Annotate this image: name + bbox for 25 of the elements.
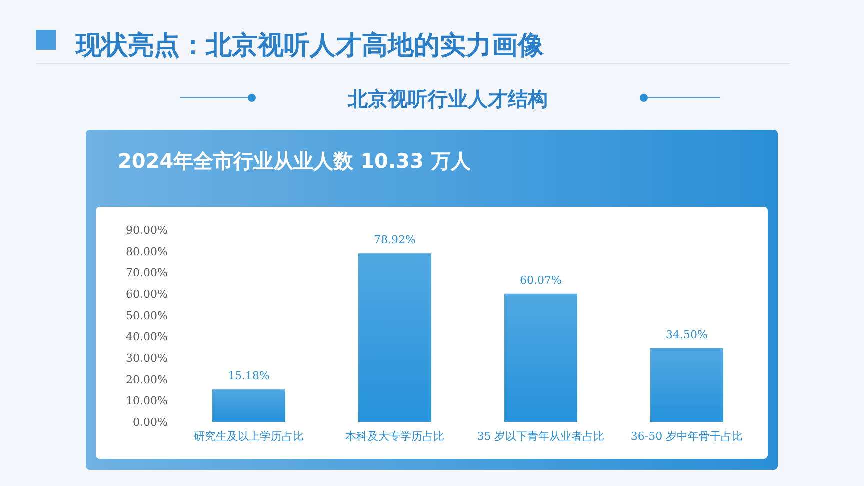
bar: [212, 390, 286, 422]
data-label: 60.07%: [520, 274, 562, 287]
y-tick-label: 90.00%: [126, 224, 168, 237]
y-tick-label: 20.00%: [126, 373, 168, 386]
y-tick-label: 80.00%: [126, 245, 168, 258]
x-tick-label: 36-50 岁中年骨干占比: [630, 430, 744, 443]
y-tick-label: 40.00%: [126, 330, 168, 344]
data-label: 15.18%: [228, 370, 270, 383]
y-tick-label: 10.00%: [126, 394, 168, 408]
chart-title: 现状亮点：北京视听人才高地的实力画像: [75, 31, 545, 61]
data-label: 34.50%: [666, 328, 708, 342]
y-tick-label: 60.00%: [126, 288, 168, 301]
y-tick-label: 50.00%: [126, 309, 168, 322]
y-tick-label: 70.00%: [126, 266, 168, 280]
y-tick-label: 30.00%: [126, 352, 168, 365]
x-tick-label: 35 岁以下青年从业者占比: [477, 430, 605, 443]
chart-subtitle: 北京视听行业人才结构: [347, 87, 548, 111]
bar: [650, 348, 724, 422]
y-tick-label: 0.00%: [133, 416, 168, 429]
x-tick-label: 研究生及以上学历占比: [194, 430, 304, 443]
x-tick-label: 本科及大专学历占比: [346, 430, 444, 443]
bar: [504, 294, 578, 422]
text: 2024年全市行业从业人数 10.33 万人: [118, 149, 472, 173]
bar: [358, 254, 432, 422]
data-label: 78.92%: [374, 234, 416, 247]
